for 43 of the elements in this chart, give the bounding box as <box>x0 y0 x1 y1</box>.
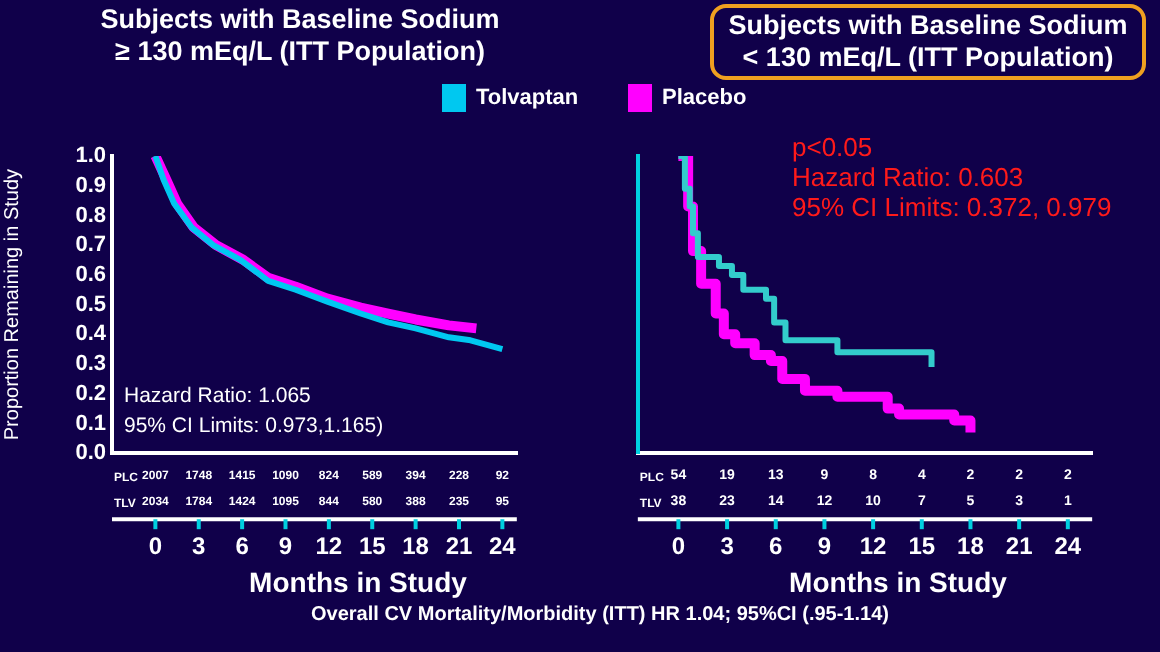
x-tick-label: 12 <box>315 532 343 561</box>
annotation: Hazard Ratio: 0.603 <box>792 162 1026 192</box>
y-tick-label: 0.8 <box>75 203 106 228</box>
x-tick-label: 21 <box>1005 532 1034 561</box>
y-tick-label: 0.4 <box>75 322 108 347</box>
x-tick-label: 24 <box>1054 532 1082 561</box>
y-axis-title: Proportion Remaining in Study <box>1 168 24 441</box>
x-tick-label: 6 <box>769 532 784 561</box>
x-tick-label: 18 <box>402 532 430 561</box>
y-tick-label: 0.1 <box>75 411 106 436</box>
x-tick-label: 6 <box>235 532 250 561</box>
x-tick-label: 18 <box>957 532 985 561</box>
x-tick-label: 9 <box>278 532 293 561</box>
y-tick-label: 1.0 <box>75 144 106 169</box>
y-tick-label: 0.9 <box>75 173 106 198</box>
x-tick-label: 3 <box>192 532 207 561</box>
x-tick-label: 24 <box>489 532 517 561</box>
y-tick-label: 0.3 <box>75 352 106 377</box>
x-axis-title: Months in Study <box>787 566 1009 598</box>
x-tick-label: 21 <box>445 532 473 561</box>
y-tick-label: 0.2 <box>75 381 106 406</box>
annotation: 95% CI Limits: 0.372, 0.979 <box>792 192 1112 222</box>
x-tick-label: 12 <box>859 532 888 561</box>
text: Overall CV Mortality/Morbidity (ITT) HR 1.04; 95%CI (.95-1.14) <box>309 604 891 626</box>
x-tick-label: 0 <box>148 532 163 561</box>
chart-title: Subjects with Baseline Sodium ≥ 130 mEq/L (ITT Population) <box>98 4 502 68</box>
legend-label: Placebo <box>662 86 747 110</box>
y-tick-label: 0.5 <box>75 292 106 317</box>
x-tick-label: 3 <box>720 532 735 561</box>
x-axis-title: Months in Study <box>247 566 469 598</box>
title-frame: Subjects with Baseline Sodium < 130 mEq/L (ITT Population) <box>710 4 1146 80</box>
x-tick-label: 9 <box>817 532 832 561</box>
x-tick-label: 15 <box>908 532 936 561</box>
y-tick-label: 0.7 <box>75 233 106 258</box>
x-tick-label: 0 <box>671 532 686 561</box>
chart-title: Subjects with Baseline Sodium < 130 mEq/L (ITT Population) <box>726 10 1130 74</box>
y-tick-label: 0.0 <box>75 441 106 466</box>
annotation: 95% CI Limits: 0.973,1.165) <box>124 412 384 442</box>
y-tick-label: 0.6 <box>75 262 106 287</box>
annotation: p<0.05 <box>792 132 875 162</box>
legend-label: Tolvaptan <box>476 86 579 110</box>
x-tick-label: 15 <box>358 532 387 561</box>
annotation: Hazard Ratio: 1.065 <box>124 382 313 412</box>
